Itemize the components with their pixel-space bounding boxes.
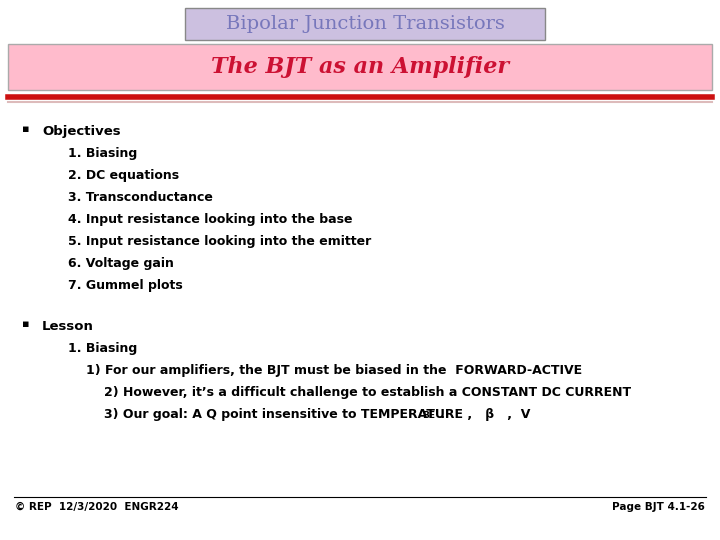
Text: Page BJT 4.1-26: Page BJT 4.1-26 xyxy=(612,502,705,512)
FancyBboxPatch shape xyxy=(185,8,545,40)
Text: 3) Our goal: A Q point insensitive to TEMPERATURE ,   β   ,  V: 3) Our goal: A Q point insensitive to TE… xyxy=(104,408,531,421)
FancyBboxPatch shape xyxy=(8,44,712,90)
Text: 1) For our amplifiers, the BJT must be biased in the  FORWARD-ACTIVE: 1) For our amplifiers, the BJT must be b… xyxy=(86,364,582,377)
Text: 6. Voltage gain: 6. Voltage gain xyxy=(68,257,174,270)
Text: .: . xyxy=(436,408,445,421)
Text: Objectives: Objectives xyxy=(42,125,121,138)
Text: 3. Transconductance: 3. Transconductance xyxy=(68,191,213,204)
Text: ▪: ▪ xyxy=(22,124,30,134)
Text: © REP  12/3/2020  ENGR224: © REP 12/3/2020 ENGR224 xyxy=(15,502,179,512)
Text: 1. Biasing: 1. Biasing xyxy=(68,147,138,160)
Text: 2. DC equations: 2. DC equations xyxy=(68,169,179,182)
Text: 4. Input resistance looking into the base: 4. Input resistance looking into the bas… xyxy=(68,213,353,226)
Text: ▪: ▪ xyxy=(22,319,30,329)
Text: Bipolar Junction Transistors: Bipolar Junction Transistors xyxy=(225,15,505,33)
Text: BE: BE xyxy=(422,411,435,420)
Text: The BJT as an Amplifier: The BJT as an Amplifier xyxy=(211,56,509,78)
Text: 5. Input resistance looking into the emitter: 5. Input resistance looking into the emi… xyxy=(68,235,372,248)
Text: 7. Gummel plots: 7. Gummel plots xyxy=(68,279,183,292)
Text: 1. Biasing: 1. Biasing xyxy=(68,342,138,355)
Text: Lesson: Lesson xyxy=(42,320,94,333)
Text: 2) However, it’s a difficult challenge to establish a CONSTANT DC CURRENT: 2) However, it’s a difficult challenge t… xyxy=(104,386,631,399)
